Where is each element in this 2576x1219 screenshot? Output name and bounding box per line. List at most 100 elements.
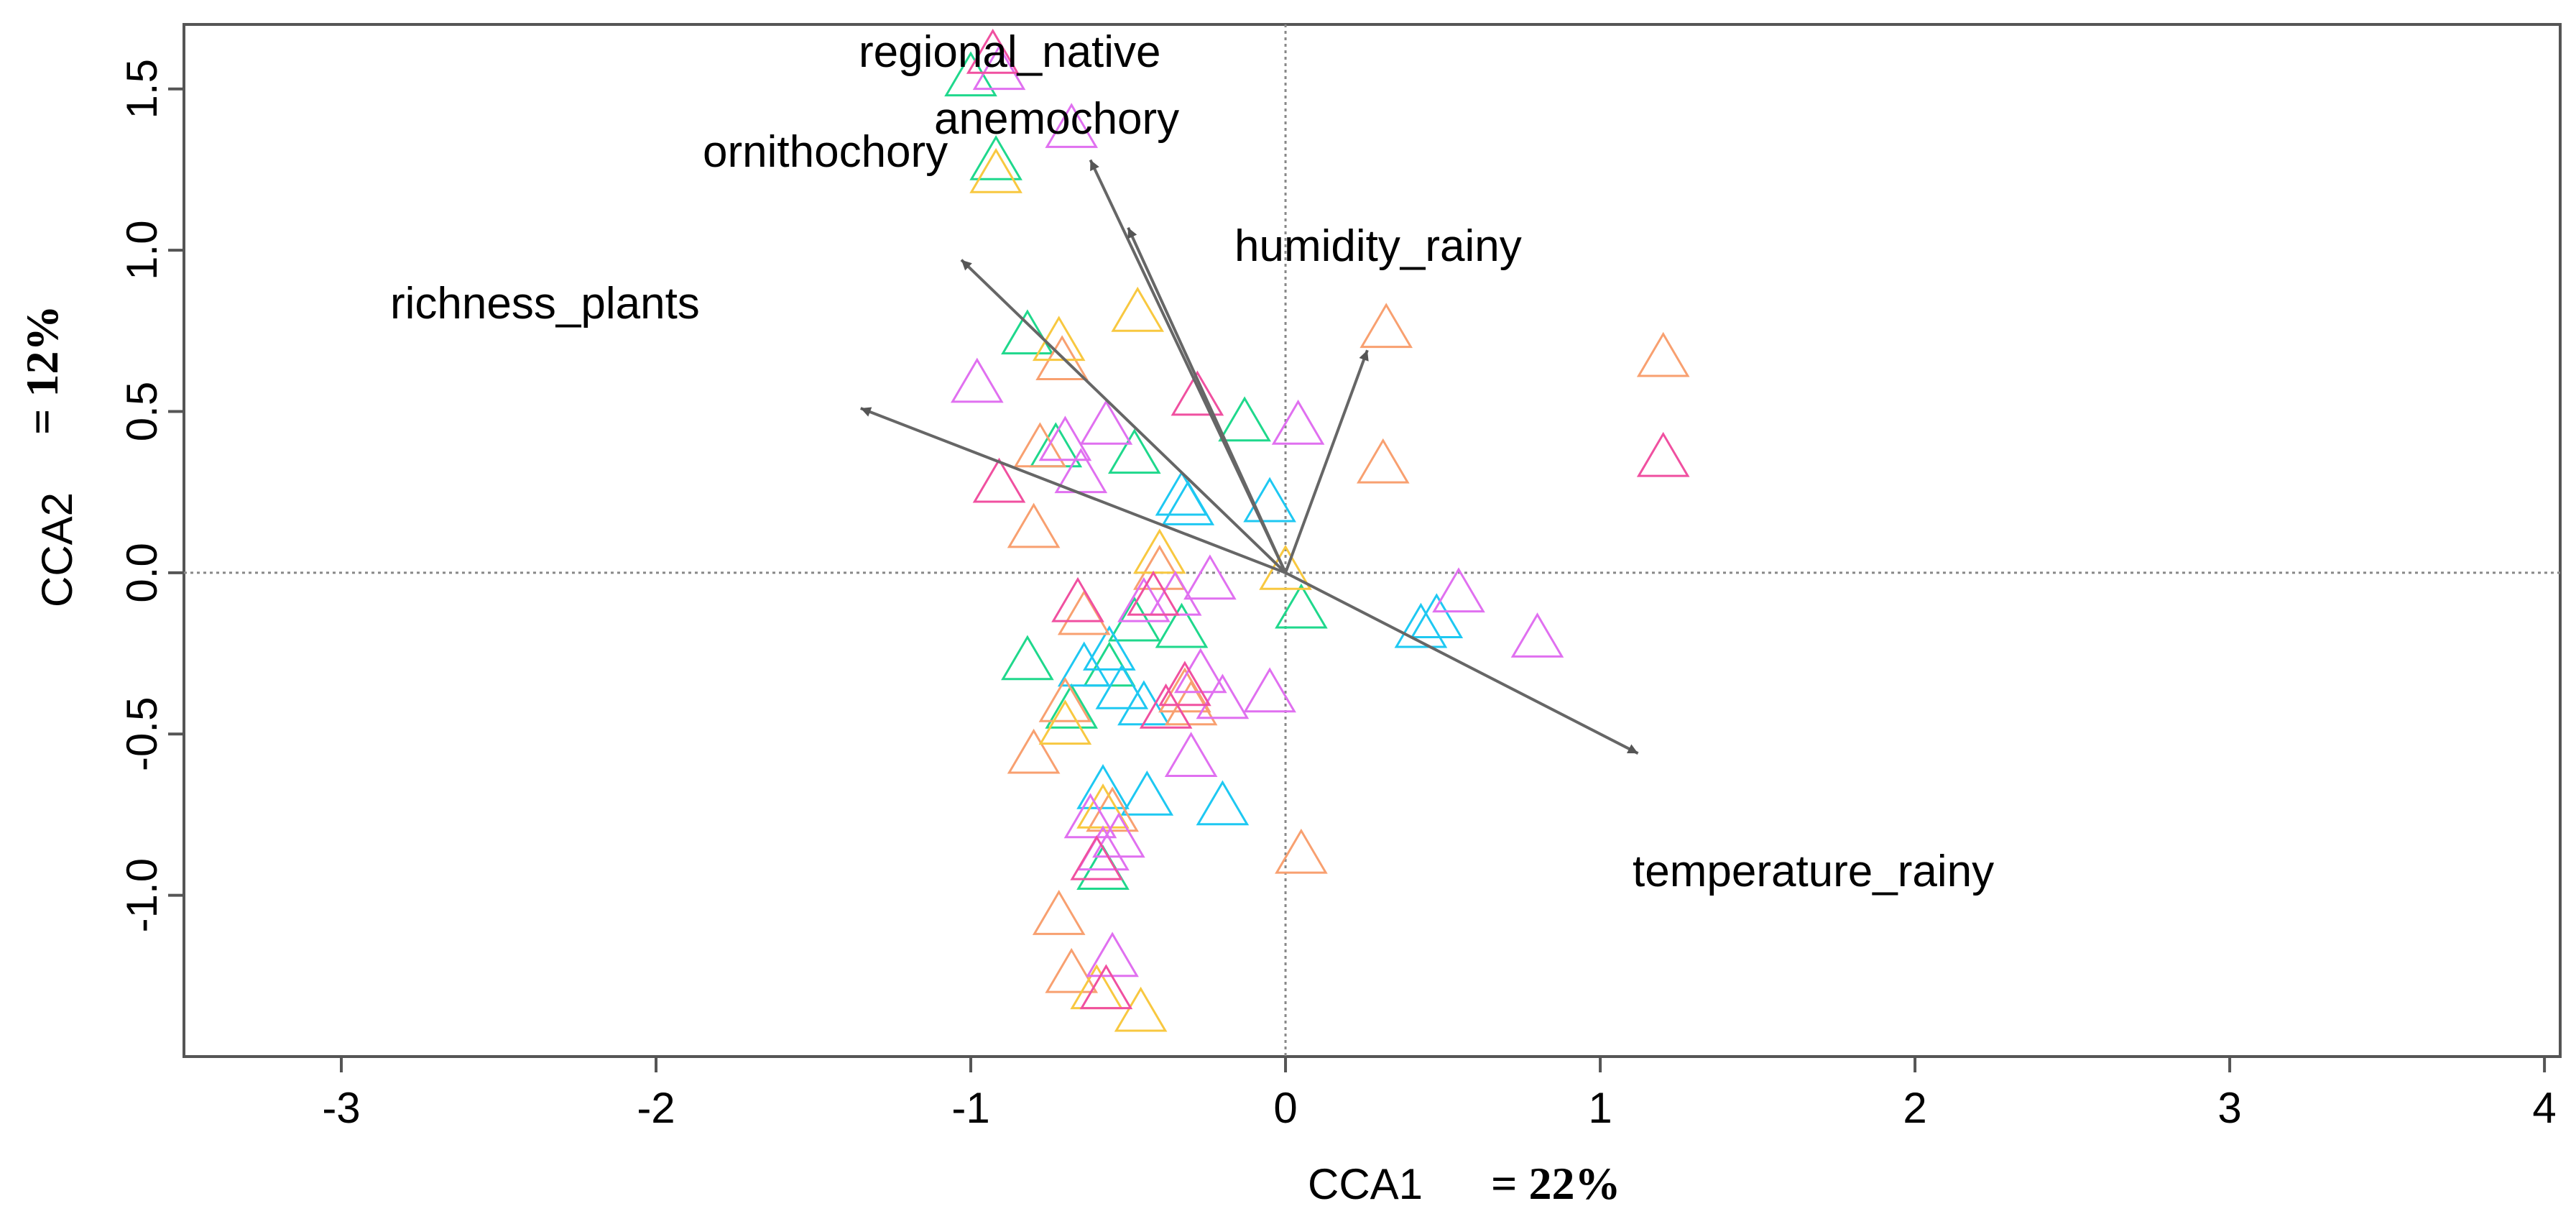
- data-point: [1013, 422, 1067, 468]
- plot-frame: [183, 23, 2562, 1058]
- data-point: [1045, 683, 1099, 729]
- arrowhead: [1090, 160, 1099, 172]
- arrowhead: [1127, 227, 1137, 239]
- data-point: [1079, 964, 1133, 1010]
- arrow-humidity-rainy: [1284, 349, 1369, 574]
- label-ornithochory: ornithochory: [703, 127, 948, 177]
- x-tick-label: -2: [637, 1084, 675, 1132]
- data-point: [966, 28, 1020, 74]
- data-point: [1271, 399, 1325, 445]
- data-point: [972, 45, 1026, 91]
- data-point: [1107, 596, 1161, 642]
- arrowhead: [961, 259, 972, 271]
- x-tick-label: 0: [1273, 1084, 1297, 1132]
- data-point: [1063, 793, 1117, 839]
- data-point: [1243, 667, 1296, 713]
- data-point: [1079, 399, 1133, 445]
- label-humidity-rainy: humidity_rainy: [1234, 221, 1522, 271]
- arrowhead: [1359, 350, 1369, 362]
- data-point: [1057, 641, 1111, 687]
- data-point: [1092, 812, 1145, 858]
- label-regional-native: regional_native: [859, 27, 1161, 77]
- data-point: [1045, 947, 1099, 993]
- x-tick-label: -3: [322, 1084, 360, 1132]
- y-tick-label: 0.0: [118, 543, 166, 602]
- data-point: [1275, 583, 1328, 629]
- data-point: [1114, 986, 1168, 1032]
- y-axis-percent: = 12%: [17, 305, 68, 435]
- data-point: [1243, 477, 1296, 523]
- series-yellow: [969, 147, 1312, 1032]
- y-tick-label: -0.5: [118, 697, 166, 771]
- x-tick-label: 4: [2532, 1084, 2556, 1132]
- data-point: [1082, 641, 1136, 687]
- data-point: [1410, 593, 1464, 638]
- data-point: [1158, 661, 1211, 707]
- data-point: [1173, 648, 1227, 694]
- data-point: [1158, 667, 1211, 713]
- data-point: [1171, 370, 1224, 416]
- data-point: [1057, 589, 1111, 635]
- data-point: [1432, 567, 1485, 613]
- data-point: [1636, 331, 1690, 377]
- data-point: [1139, 683, 1193, 729]
- label-anemochory: anemochory: [934, 94, 1179, 144]
- environmental-arrows: [860, 159, 1639, 755]
- data-point: [1007, 728, 1061, 774]
- y-tick-label: 0.5: [118, 382, 166, 441]
- arrow-anemochory: [1127, 226, 1287, 574]
- arrow-temperature-rainy: [1285, 571, 1639, 755]
- data-point: [1155, 602, 1209, 648]
- data-point: [1127, 570, 1180, 616]
- x-axis-percent: = 22%: [1491, 1158, 1620, 1209]
- arrowhead: [1626, 744, 1638, 754]
- data-point: [1196, 673, 1250, 719]
- data-point: [1001, 309, 1054, 355]
- data-point: [1095, 663, 1149, 709]
- data-point: [1394, 602, 1448, 648]
- data-point: [972, 457, 1026, 503]
- y-axis: -1.0 -0.5 0.0 0.5 1.0 1.5: [118, 59, 184, 932]
- reference-lines: [184, 24, 2560, 1057]
- data-point: [1356, 438, 1410, 484]
- data-point: [1035, 335, 1089, 380]
- data-point: [1164, 732, 1218, 777]
- y-tick-label: 1.0: [118, 220, 166, 280]
- data-point: [1032, 890, 1086, 935]
- data-point: [1275, 828, 1328, 874]
- data-point: [1007, 502, 1061, 548]
- data-point: [1038, 415, 1092, 461]
- data-point: [1132, 544, 1186, 590]
- y-tick-label: 1.5: [118, 59, 166, 119]
- label-temperature-rainy: temperature_rainy: [1633, 847, 1994, 896]
- x-tick-label: 3: [2217, 1084, 2241, 1132]
- data-point: [950, 357, 1004, 403]
- data-point: [1082, 625, 1136, 671]
- data-point: [1196, 780, 1250, 826]
- data-point: [1359, 303, 1413, 349]
- series-pink: [966, 28, 1690, 1010]
- x-tick-label: 1: [1588, 1084, 1612, 1132]
- data-point: [1076, 764, 1130, 809]
- data-point: [1070, 834, 1124, 880]
- data-point: [969, 135, 1022, 180]
- data-point: [1045, 103, 1099, 148]
- x-tick-label: -1: [951, 1084, 989, 1132]
- data-point: [1636, 431, 1690, 477]
- x-tick-label: 2: [1903, 1084, 1926, 1132]
- data-point: [1132, 528, 1186, 574]
- data-point: [1051, 576, 1104, 622]
- series-green: [944, 51, 1328, 890]
- arrow-ornithochory: [960, 259, 1287, 574]
- data-point: [1218, 396, 1271, 442]
- arrow-richness-plants: [860, 407, 1286, 574]
- data-point: [969, 147, 1022, 193]
- data-point: [1038, 676, 1092, 722]
- data-point: [1070, 964, 1124, 1010]
- data-point: [1161, 480, 1215, 525]
- data-point: [1076, 845, 1130, 890]
- data-point: [1111, 286, 1165, 332]
- x-axis: -3 -2 -1 0 1 2 3 4: [322, 1057, 2557, 1132]
